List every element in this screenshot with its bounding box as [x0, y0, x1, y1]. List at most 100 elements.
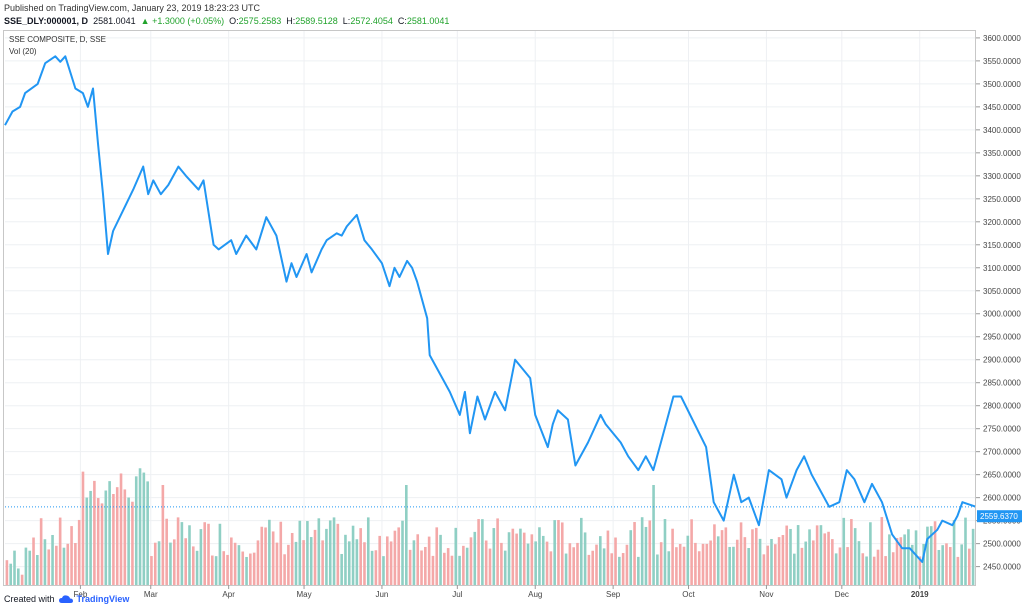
y-tick-label: 2850.0000: [983, 379, 1021, 388]
volume-bar: [256, 540, 260, 585]
published-note: Published on TradingView.com, January 23…: [4, 3, 260, 13]
volume-bar: [614, 537, 617, 585]
volume-bar: [134, 476, 138, 585]
last-price: 2581.0041: [93, 16, 136, 26]
volume-bar: [564, 553, 568, 585]
y-tick-label: 2800.0000: [983, 402, 1021, 411]
close-value: 2581.0041: [406, 16, 450, 26]
volume-bar: [24, 547, 28, 585]
y-axis[interactable]: 2450.00002500.00002550.00002600.00002650…: [976, 34, 1021, 572]
volume-bar: [249, 553, 252, 585]
x-tick-label: Nov: [759, 590, 773, 599]
volume-bar: [397, 527, 401, 585]
volume-bar: [5, 560, 9, 585]
volume-bar: [967, 548, 971, 585]
volume-bar: [51, 534, 54, 585]
open-label: O:: [229, 16, 239, 26]
volume-bar: [370, 550, 374, 585]
volume-bar: [633, 522, 636, 585]
x-tick-label: Jul: [452, 590, 462, 599]
volume-bar: [13, 550, 16, 585]
volume-bar: [823, 533, 827, 585]
volume-bar: [880, 517, 884, 585]
volume-bar: [629, 530, 633, 585]
ohlc-header: SSE_DLY:000001, D 2581.0041 ▲ +1.3000 (+…: [4, 16, 449, 26]
y-tick-label: 2750.0000: [983, 425, 1021, 434]
y-tick-label: 3300.0000: [983, 172, 1021, 181]
volume-bar: [591, 550, 595, 585]
volume-bar: [241, 551, 245, 585]
y-tick-label: 2650.0000: [983, 471, 1021, 480]
volume-bar: [751, 529, 754, 585]
volume-bar: [108, 481, 111, 585]
y-tick-label: 2450.0000: [983, 563, 1021, 572]
y-tick-label: 3100.0000: [983, 264, 1021, 273]
volume-bar: [313, 529, 317, 585]
volume-bar: [922, 543, 925, 585]
volume-bar: [804, 541, 808, 585]
volume-bar: [587, 554, 591, 585]
close-label: C:: [397, 16, 407, 26]
last-value-label: 2559.6370: [977, 510, 1022, 523]
price-line: [4, 55, 976, 563]
volume-bar: [416, 534, 420, 585]
volume-bar: [549, 551, 553, 585]
volume-bar: [926, 526, 929, 585]
volume-bar: [941, 545, 944, 585]
volume-bar: [309, 537, 313, 585]
volume-bar: [599, 536, 602, 585]
volume-bar: [545, 541, 549, 585]
volume-bar: [595, 544, 598, 585]
volume-bar: [378, 535, 381, 585]
y-tick-label: 3150.0000: [983, 241, 1021, 250]
volume-bar: [150, 556, 153, 585]
volume-bar: [481, 519, 484, 585]
volume-bar: [625, 544, 629, 585]
volume-bar: [606, 530, 610, 585]
volume-bar: [443, 552, 446, 585]
volume-bar: [842, 517, 846, 585]
volume-bar: [956, 556, 960, 585]
x-tick-label: Mar: [144, 590, 158, 599]
x-axis[interactable]: Feb Mar Apr May Jun Jul Aug Sep Oct Nov Dec 2019: [73, 585, 929, 599]
volume-bar: [218, 523, 222, 585]
volume-bar: [55, 545, 58, 585]
volume-bar: [952, 520, 956, 585]
volume-bar: [446, 548, 450, 585]
x-tick-label: May: [296, 590, 311, 599]
volume-bar: [865, 556, 868, 585]
volume-bar: [964, 517, 967, 585]
volume-bar: [123, 489, 127, 585]
volume-bar: [773, 544, 777, 585]
volume-bar: [180, 522, 184, 585]
volume-bar: [560, 522, 564, 585]
volume-bar: [58, 517, 62, 585]
volume-bar: [325, 528, 328, 585]
volume-bar: [214, 556, 218, 585]
volume-bar: [678, 543, 682, 585]
grid: [5, 31, 975, 585]
y-tick-label: 3600.0000: [983, 34, 1021, 43]
chart-title: SSE COMPOSITE, D, SSE: [9, 35, 106, 44]
symbol-label[interactable]: SSE_DLY:000001, D: [4, 16, 89, 26]
volume-bar: [659, 542, 663, 585]
volume-bar: [789, 528, 792, 585]
volume-bar: [142, 472, 146, 585]
volume-bar: [28, 550, 32, 585]
volume-bar: [222, 551, 226, 585]
y-tick-label: 2900.0000: [983, 356, 1021, 365]
volume-bar: [568, 543, 572, 585]
tradingview-brand[interactable]: TradingView: [76, 594, 130, 604]
volume-bar: [899, 537, 903, 585]
volume-bar: [876, 549, 880, 585]
y-tick-label: 3400.0000: [983, 126, 1021, 135]
volume-bar: [526, 543, 530, 585]
volume-bar: [207, 523, 210, 585]
volume-bar: [557, 520, 560, 585]
chart-frame: [3, 30, 976, 586]
volume-bar: [332, 517, 336, 585]
volume-bar: [656, 554, 659, 585]
volume-bar: [184, 538, 187, 585]
volume-bar: [230, 537, 233, 585]
